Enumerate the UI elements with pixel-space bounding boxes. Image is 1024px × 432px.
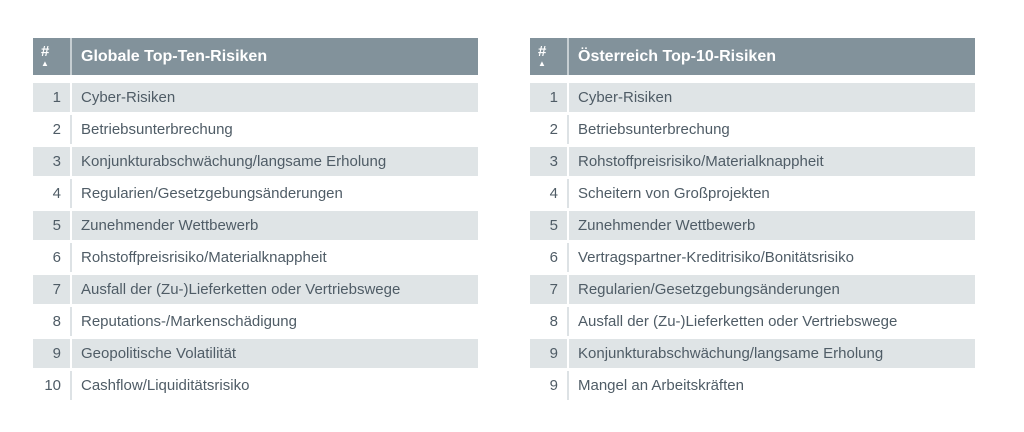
table-row: 6 Vertragspartner-Kreditrisiko/Bonitätsr… [530, 243, 975, 272]
row-rank: 4 [33, 179, 72, 208]
row-label: Regularien/Gesetzgebungsänderungen [578, 281, 840, 298]
row-rank: 9 [530, 371, 569, 400]
risk-table-austria: # ▲ Österreich Top-10-Risiken 1 Cyber-Ri… [530, 38, 975, 403]
risk-table-global: # ▲ Globale Top-Ten-Risiken 1 Cyber-Risi… [33, 38, 478, 403]
row-rank: 1 [530, 83, 569, 112]
row-rank: 6 [530, 243, 569, 272]
table-row: 5 Zunehmender Wettbewerb [33, 211, 478, 240]
table-row: 2 Betriebsunterbrechung [33, 115, 478, 144]
table-row: 6 Rohstoffpreisrisiko/Materialknappheit [33, 243, 478, 272]
row-rank: 2 [33, 115, 72, 144]
row-label: Geopolitische Volatilität [81, 345, 237, 362]
row-rank: 6 [33, 243, 72, 272]
row-rank: 8 [530, 307, 569, 336]
row-rank: 4 [530, 179, 569, 208]
row-label: Regularien/Gesetzgebungsänderungen [81, 185, 343, 202]
row-rank: 5 [530, 211, 569, 240]
table-row: 4 Regularien/Gesetzgebungsänderungen [33, 179, 478, 208]
row-label: Cashflow/Liquiditätsrisiko [81, 377, 250, 394]
row-label: Konjunkturabschwächung/langsame Erholung [81, 153, 387, 170]
row-rank: 3 [530, 147, 569, 176]
rank-sort-header[interactable]: # ▲ [33, 38, 72, 75]
row-label: Scheitern von Großprojekten [578, 185, 770, 202]
table-row: 7 Ausfall der (Zu-)Lieferketten oder Ver… [33, 275, 478, 304]
row-label: Mangel an Arbeitskräften [578, 377, 744, 394]
table-row: 7 Regularien/Gesetzgebungsänderungen [530, 275, 975, 304]
row-rank: 7 [530, 275, 569, 304]
row-label: Ausfall der (Zu-)Lieferketten oder Vertr… [578, 313, 898, 330]
table-row: 3 Rohstoffpreisrisiko/Materialknappheit [530, 147, 975, 176]
row-label: Konjunkturabschwächung/langsame Erholung [578, 345, 884, 362]
table-row: 10 Cashflow/Liquiditätsrisiko [33, 371, 478, 400]
row-label: Zunehmender Wettbewerb [81, 217, 259, 234]
table-row: 9 Konjunkturabschwächung/langsame Erholu… [530, 339, 975, 368]
row-label: Zunehmender Wettbewerb [578, 217, 756, 234]
rank-header-label: # [41, 43, 50, 60]
table-body: 1 Cyber-Risiken 2 Betriebsunterbrechung … [530, 83, 975, 400]
rank-sort-header[interactable]: # ▲ [530, 38, 569, 75]
table-row: 9 Geopolitische Volatilität [33, 339, 478, 368]
table-row: 5 Zunehmender Wettbewerb [530, 211, 975, 240]
table-row: 9 Mangel an Arbeitskräften [530, 371, 975, 400]
table-row: 8 Ausfall der (Zu-)Lieferketten oder Ver… [530, 307, 975, 336]
row-label: Rohstoffpreisrisiko/Materialknappheit [81, 249, 327, 266]
row-rank: 9 [530, 339, 569, 368]
rank-header-label: # [538, 43, 547, 60]
table-row: 3 Konjunkturabschwächung/langsame Erholu… [33, 147, 478, 176]
table-header: # ▲ Österreich Top-10-Risiken [530, 38, 975, 75]
table-header: # ▲ Globale Top-Ten-Risiken [33, 38, 478, 75]
table-title: Globale Top-Ten-Risiken [81, 47, 268, 65]
table-row: 1 Cyber-Risiken [33, 83, 478, 112]
table-row: 4 Scheitern von Großprojekten [530, 179, 975, 208]
row-label: Ausfall der (Zu-)Lieferketten oder Vertr… [81, 281, 401, 298]
row-label: Betriebsunterbrechung [578, 121, 730, 138]
table-body: 1 Cyber-Risiken 2 Betriebsunterbrechung … [33, 83, 478, 400]
row-label: Cyber-Risiken [81, 89, 176, 106]
table-row: 1 Cyber-Risiken [530, 83, 975, 112]
row-rank: 5 [33, 211, 72, 240]
row-label: Reputations-/Markenschädigung [81, 313, 297, 330]
row-rank: 1 [33, 83, 72, 112]
row-label: Rohstoffpreisrisiko/Materialknappheit [578, 153, 824, 170]
row-rank: 2 [530, 115, 569, 144]
sort-ascending-icon: ▲ [538, 59, 546, 68]
row-rank: 10 [33, 371, 72, 400]
row-label: Vertragspartner-Kreditrisiko/Bonitätsris… [578, 249, 854, 266]
row-rank: 7 [33, 275, 72, 304]
sort-ascending-icon: ▲ [41, 59, 49, 68]
table-title: Österreich Top-10-Risiken [578, 47, 776, 65]
row-label: Betriebsunterbrechung [81, 121, 233, 138]
row-rank: 3 [33, 147, 72, 176]
table-row: 2 Betriebsunterbrechung [530, 115, 975, 144]
table-row: 8 Reputations-/Markenschädigung [33, 307, 478, 336]
row-rank: 9 [33, 339, 72, 368]
row-rank: 8 [33, 307, 72, 336]
row-label: Cyber-Risiken [578, 89, 673, 106]
